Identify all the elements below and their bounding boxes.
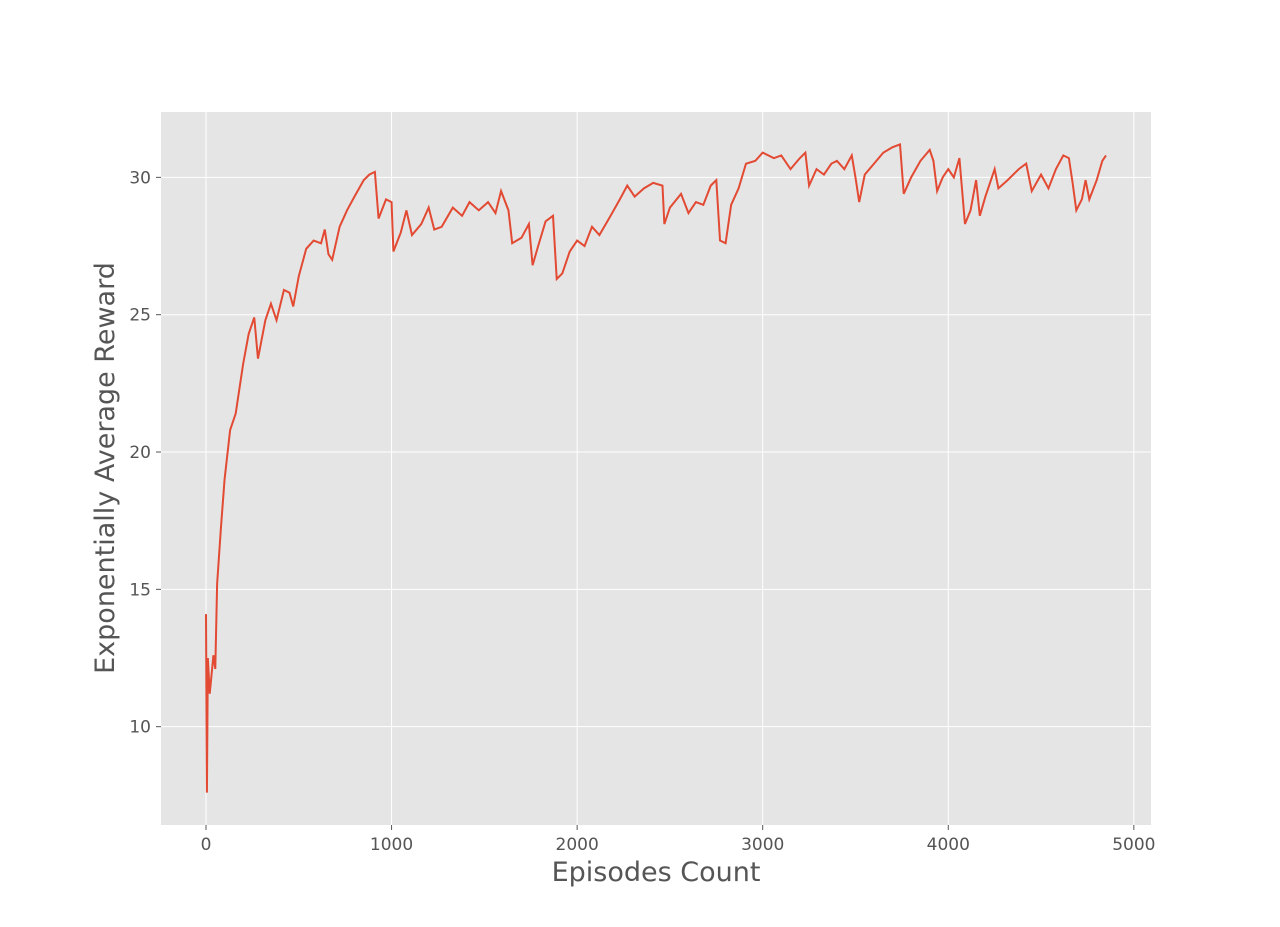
- x-tick-label: 4000: [927, 835, 970, 855]
- y-tick-label: 20: [129, 443, 151, 463]
- y-tick-label: 15: [129, 580, 151, 600]
- y-tick-label: 10: [129, 718, 151, 738]
- x-tick-label: 1000: [370, 835, 413, 855]
- x-tick-label: 0: [201, 835, 212, 855]
- x-axis-label: Episodes Count: [552, 857, 761, 888]
- y-tick-label: 30: [129, 168, 151, 188]
- x-tick-label: 2000: [556, 835, 599, 855]
- x-tick-label: 3000: [741, 835, 784, 855]
- y-tick-label: 25: [129, 306, 151, 326]
- plot-area: [161, 112, 1151, 825]
- x-tick-label: 5000: [1112, 835, 1155, 855]
- data-line: [205, 143, 1107, 793]
- y-axis-label: Exponentially Average Reward: [90, 262, 121, 674]
